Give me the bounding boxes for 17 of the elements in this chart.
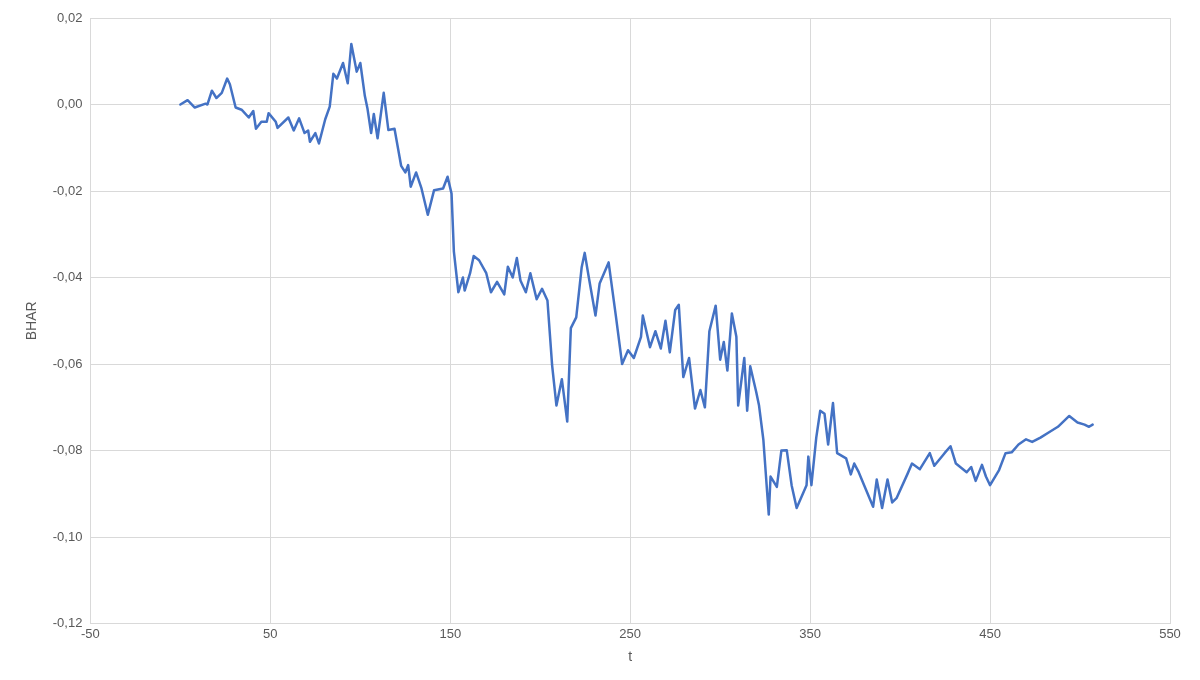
y-tick-label: 0,02 — [57, 9, 83, 25]
y-tick-label: -0,02 — [52, 182, 83, 198]
y-tick-label: 0,00 — [57, 96, 83, 112]
x-tick-label: -50 — [81, 625, 100, 641]
x-tick-label: 250 — [619, 625, 642, 641]
x-tick-label: 50 — [263, 625, 278, 641]
y-tick-label: -0,10 — [52, 528, 83, 544]
x-axis-title: t — [628, 648, 633, 665]
y-tick-label: -0,06 — [52, 355, 83, 371]
y-tick-label: -0,08 — [52, 442, 83, 458]
y-axis-title: BHAR — [23, 301, 40, 341]
y-tick-label: -0,12 — [52, 615, 83, 631]
x-tick-label: 450 — [979, 625, 1001, 641]
x-tick-label: 550 — [1159, 625, 1181, 641]
y-tick-label: -0,04 — [52, 269, 83, 285]
x-tick-label: 150 — [439, 625, 462, 641]
x-tick-label: 350 — [799, 625, 821, 641]
